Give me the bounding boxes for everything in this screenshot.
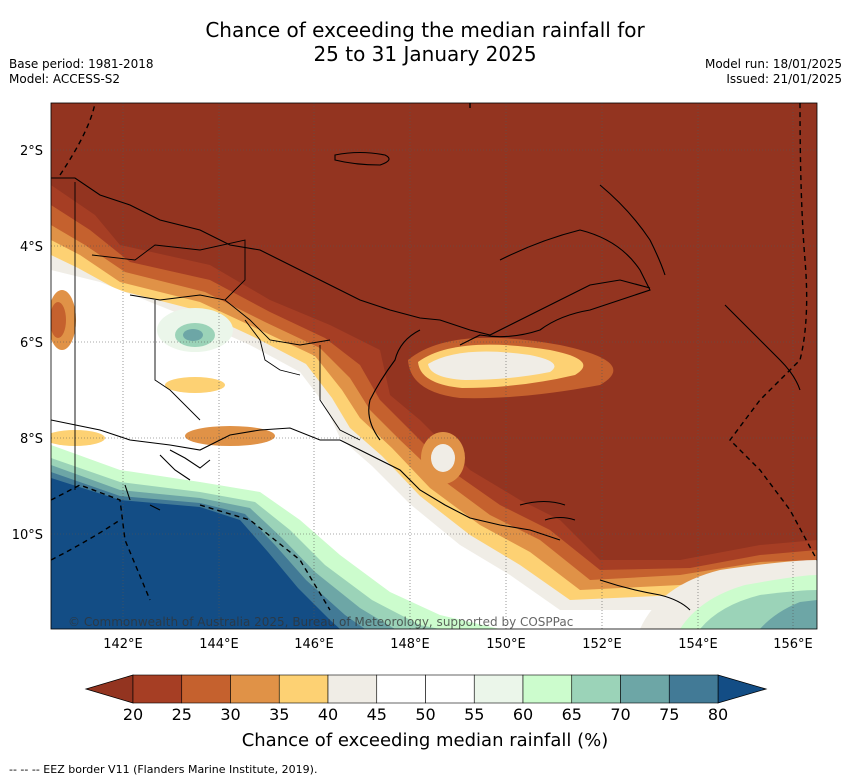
footer-note: -- -- -- EEZ border V11 (Flanders Marine… (9, 763, 318, 776)
newbritain-tongue-white (428, 351, 555, 380)
lon-tick-labels: 142°E 144°E 146°E 148°E 150°E 152°E 154°… (103, 637, 813, 652)
gulf-pocket-orange (185, 426, 275, 446)
graticule (51, 103, 817, 629)
lat-tick-label: 4°S (20, 240, 43, 255)
lat-tick-label: 10°S (12, 528, 43, 543)
map-frame (50, 102, 818, 630)
extend-max-arrow (717, 674, 768, 704)
colorbar-title: Chance of exceeding median rainfall (%) (241, 730, 609, 751)
extend-min-arrow (84, 674, 134, 704)
lat-tick-label: 8°S (20, 432, 43, 447)
chart-title: Chance of exceeding the median rainfall … (0, 18, 850, 66)
coastline-new-ireland (599, 184, 666, 276)
colorbar-segment (278, 674, 329, 704)
mid-pocket-yellow (165, 377, 225, 393)
lon-tick-label: 156°E (773, 637, 813, 652)
colorbar-segment (473, 674, 524, 704)
meta-left: Base period: 1981-2018 Model: ACCESS-S2 (9, 57, 154, 87)
eez-north (59, 103, 96, 176)
issued-label: Issued: 21/01/2025 (726, 72, 842, 86)
colorbar-segment (376, 674, 426, 704)
wet-pocket-highlands-center (183, 329, 203, 341)
colorbar-tick-label: 80 (708, 705, 728, 724)
colorbar-tick-label: 35 (269, 705, 289, 724)
lon-tick-label: 154°E (678, 637, 718, 652)
borders (74, 182, 361, 490)
border-provinces-2 (129, 294, 331, 346)
colorbar: 20 25 30 35 40 45 50 55 60 65 70 75 80 (84, 674, 768, 724)
colorbar-segment (668, 674, 719, 704)
colorbar-segment (230, 674, 280, 704)
gulf-pocket-yellow (51, 430, 105, 446)
eez-east (729, 103, 817, 561)
colorbar-tick-label: 20 (123, 705, 143, 724)
lon-tick-label: 148°E (390, 637, 430, 652)
pocket-white-east (431, 444, 455, 472)
colorbar-tick-label: 45 (367, 705, 387, 724)
eez-coral-sea (51, 519, 121, 561)
colorbar-segment (620, 674, 670, 704)
colorbar-tick-label: 40 (318, 705, 338, 724)
coastline-png-south (51, 419, 561, 541)
border-provinces-4 (319, 345, 361, 441)
eez-borders (51, 103, 817, 611)
model-run-label: Model run: 18/01/2025 (704, 57, 842, 71)
se-wet-band-teal (760, 600, 817, 629)
title-line-2: 25 to 31 January 2025 (313, 42, 537, 66)
colorbar-tick-label: 30 (220, 705, 240, 724)
colorbar-segment (132, 674, 183, 704)
colorbar-segment (522, 674, 573, 704)
colorbar-segment (425, 674, 475, 704)
colorbar-segment (571, 674, 621, 704)
lon-tick-label: 142°E (103, 637, 143, 652)
lon-tick-label: 146°E (294, 637, 334, 652)
colorbar-segment (327, 674, 378, 704)
colorbar-segment (181, 674, 231, 704)
lon-tick-label: 152°E (582, 637, 622, 652)
eez-south (199, 504, 331, 611)
border-provinces-5 (244, 319, 301, 376)
colorbar-tick-label: 60 (513, 705, 533, 724)
copyright-text: © Commonwealth of Australia 2025, Bureau… (68, 615, 573, 629)
rainfall-field: © Commonwealth of Australia 2025, Bureau… (51, 103, 817, 629)
lon-tick-label: 150°E (486, 637, 526, 652)
base-period-label: Base period: 1981-2018 (9, 57, 154, 71)
band-80 (51, 478, 340, 629)
lat-tick-label: 6°S (20, 336, 43, 351)
eez-southwest (51, 484, 151, 601)
border-provinces-3 (154, 300, 201, 421)
colorbar-tick-label: 75 (659, 705, 679, 724)
coastline-louisiade (599, 579, 691, 611)
dry-pocket-west-inner (51, 302, 66, 338)
colorbar-tick-label: 50 (415, 705, 435, 724)
coastline-new-britain (459, 229, 651, 346)
coastlines (51, 151, 801, 611)
coastline-new-guinea-north (51, 177, 651, 336)
colorbar-tick-label: 70 (610, 705, 630, 724)
colorbar-tick-label: 55 (464, 705, 484, 724)
coastline-gulf-islands (159, 449, 211, 481)
coastline-torres (124, 484, 161, 511)
coastline-bougainville (724, 304, 801, 391)
meta-right: Model run: 18/01/2025 Issued: 21/01/2025 (705, 57, 842, 87)
model-label: Model: ACCESS-S2 (9, 72, 121, 86)
coastline-d-entrecasteaux (519, 500, 576, 521)
lat-tick-label: 2°S (20, 144, 43, 159)
colorbar-tick-label: 25 (172, 705, 192, 724)
colorbar-tick-label: 65 (562, 705, 582, 724)
coastline-manus (334, 151, 390, 166)
coastline-huon (368, 329, 421, 441)
border-provinces-1 (91, 239, 246, 301)
lon-tick-label: 144°E (199, 637, 239, 652)
title-line-1: Chance of exceeding the median rainfall … (205, 18, 645, 42)
lat-tick-labels: 2°S 4°S 6°S 8°S 10°S (12, 144, 43, 543)
